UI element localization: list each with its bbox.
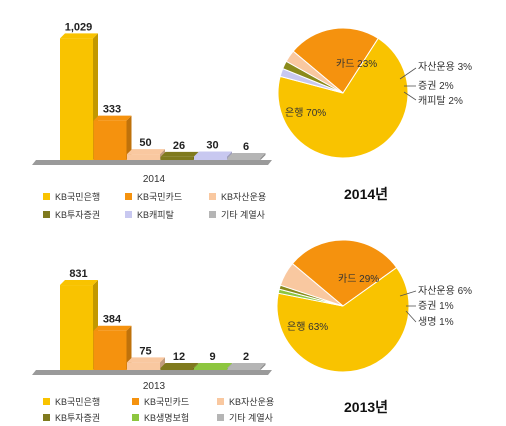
pie-slice [279,262,344,307]
pie-slice [277,37,409,159]
bar-side [260,363,266,370]
bar-value-label: 9 [209,351,215,363]
legend-label: KB캐피탈 [137,210,174,220]
bar [60,285,93,370]
bar-value-label: 50 [139,137,151,149]
legend-swatch [43,211,50,218]
bar [93,330,127,370]
legend-label: 기타 계열사 [229,412,274,423]
bar-value-label: 75 [139,345,151,357]
legend-swatch [43,193,50,200]
bar-value-label: 831 [69,268,87,280]
bar-side [160,357,165,370]
pie-chart-2013: 카드 29% 은행 63% 자산운용 6% 증권 1% 생명 1% 2013년 [276,239,472,415]
pie-label: 은행 63% [287,321,328,333]
pie-label: 생명 1% [418,316,454,328]
bar-value-label: 6 [243,141,249,153]
pie-label: 자산운용 6% [418,285,472,297]
legend-2013: KB국민은행 KB국민카드 KB자산운용 KB투자증권 KB생명보험 기타 계열… [43,396,274,423]
bar-value-label: 2 [243,351,249,363]
legend-label: KB투자증권 [55,412,100,423]
legend-2014: KB국민은행 KB국민카드 KB자산운용 KB투자증권 KB캐피탈 기타 계열사 [43,191,266,220]
bar-chart-2013: 831 384 75 12 9 2 2013 KB국민은행 KB국민카드 KB자산운용 K… [32,268,274,423]
legend-swatch [43,414,50,421]
pie-label: 카드 29% [338,273,379,285]
legend-label: KB국민카드 [137,192,182,202]
pie-slice [292,27,379,94]
bar-value-label: 12 [173,351,185,363]
pie-slice [291,239,398,307]
legend-swatch [209,193,216,200]
bar-value-label: 26 [173,140,185,152]
bar-xlabel-2013: 2013 [143,381,166,392]
pie-label: 자산운용 3% [418,61,472,73]
pie-label: 은행 70% [285,107,326,119]
bar-value-label: 384 [103,314,122,326]
legend-label: KB생명보험 [144,413,189,423]
bar-side [126,325,132,370]
legend-label: 기타 계열사 [221,209,266,220]
bar-top [93,325,132,331]
bar-top [227,363,266,368]
bar-top [60,33,98,39]
legend-swatch [209,211,216,218]
bar [60,38,93,160]
pie-label: 캐피탈 2% [418,94,463,107]
pie-leader-line [399,67,417,80]
bar [160,368,194,370]
pie-leader-line [399,290,417,297]
legend-swatch [217,414,224,421]
pie-leader-line [405,310,417,323]
bar-chart-2014: 1,029 333 50 26 30 6 2014 KB국민은행 KB국민카드 KB자산운… [32,21,272,220]
bar [194,368,227,370]
pie-leader-line [403,91,417,101]
pie-title: 2014년 [344,186,388,202]
bar [227,158,261,160]
bar [127,362,160,370]
bar-xlabel-2014: 2014 [143,174,166,185]
bar-value-label: 333 [103,104,121,116]
baseline-2014 [32,160,272,165]
bar-top [160,151,199,157]
legend-label: KB국민은행 [55,191,100,202]
bar-top [160,363,199,368]
legend-swatch [125,211,132,218]
pie-slice [285,50,344,94]
legend-label: KB국민은행 [55,396,100,407]
bar [194,156,227,160]
bar [227,368,261,370]
baseline-2013 [32,370,272,375]
pie-label: 증권 2% [418,80,454,92]
legend-swatch [132,414,139,421]
bar-top [227,153,266,158]
legend-swatch [125,193,132,200]
bar-side [260,153,266,160]
bar-value-label: 30 [206,139,218,151]
legend-swatch [217,398,224,405]
pie-label: 증권 1% [418,300,454,312]
bar [160,156,194,160]
pie-slice [276,266,410,373]
pie-label: 카드 23% [336,58,377,70]
bar [93,120,127,160]
bar-side [126,115,132,160]
legend-label: KB자산운용 [229,397,274,407]
legend-label: KB투자증권 [55,209,100,220]
bar-top [93,115,132,121]
pie-chart-2014: 카드 23% 은행 70% 자산운용 3% 증권 2% 캐피탈 2% 2014년 [277,27,472,202]
bar-top [60,280,98,286]
bar [127,154,160,160]
bar-top [194,151,232,157]
legend-swatch [132,398,139,405]
bar-top [194,363,232,368]
pie-title: 2013년 [344,399,388,415]
bar-top [127,357,165,363]
bar-value-label: 1,029 [65,21,93,33]
legend-label: KB국민카드 [144,397,189,407]
legend-swatch [43,398,50,405]
legend-label: KB자산운용 [221,192,266,202]
bar-top [127,149,165,155]
